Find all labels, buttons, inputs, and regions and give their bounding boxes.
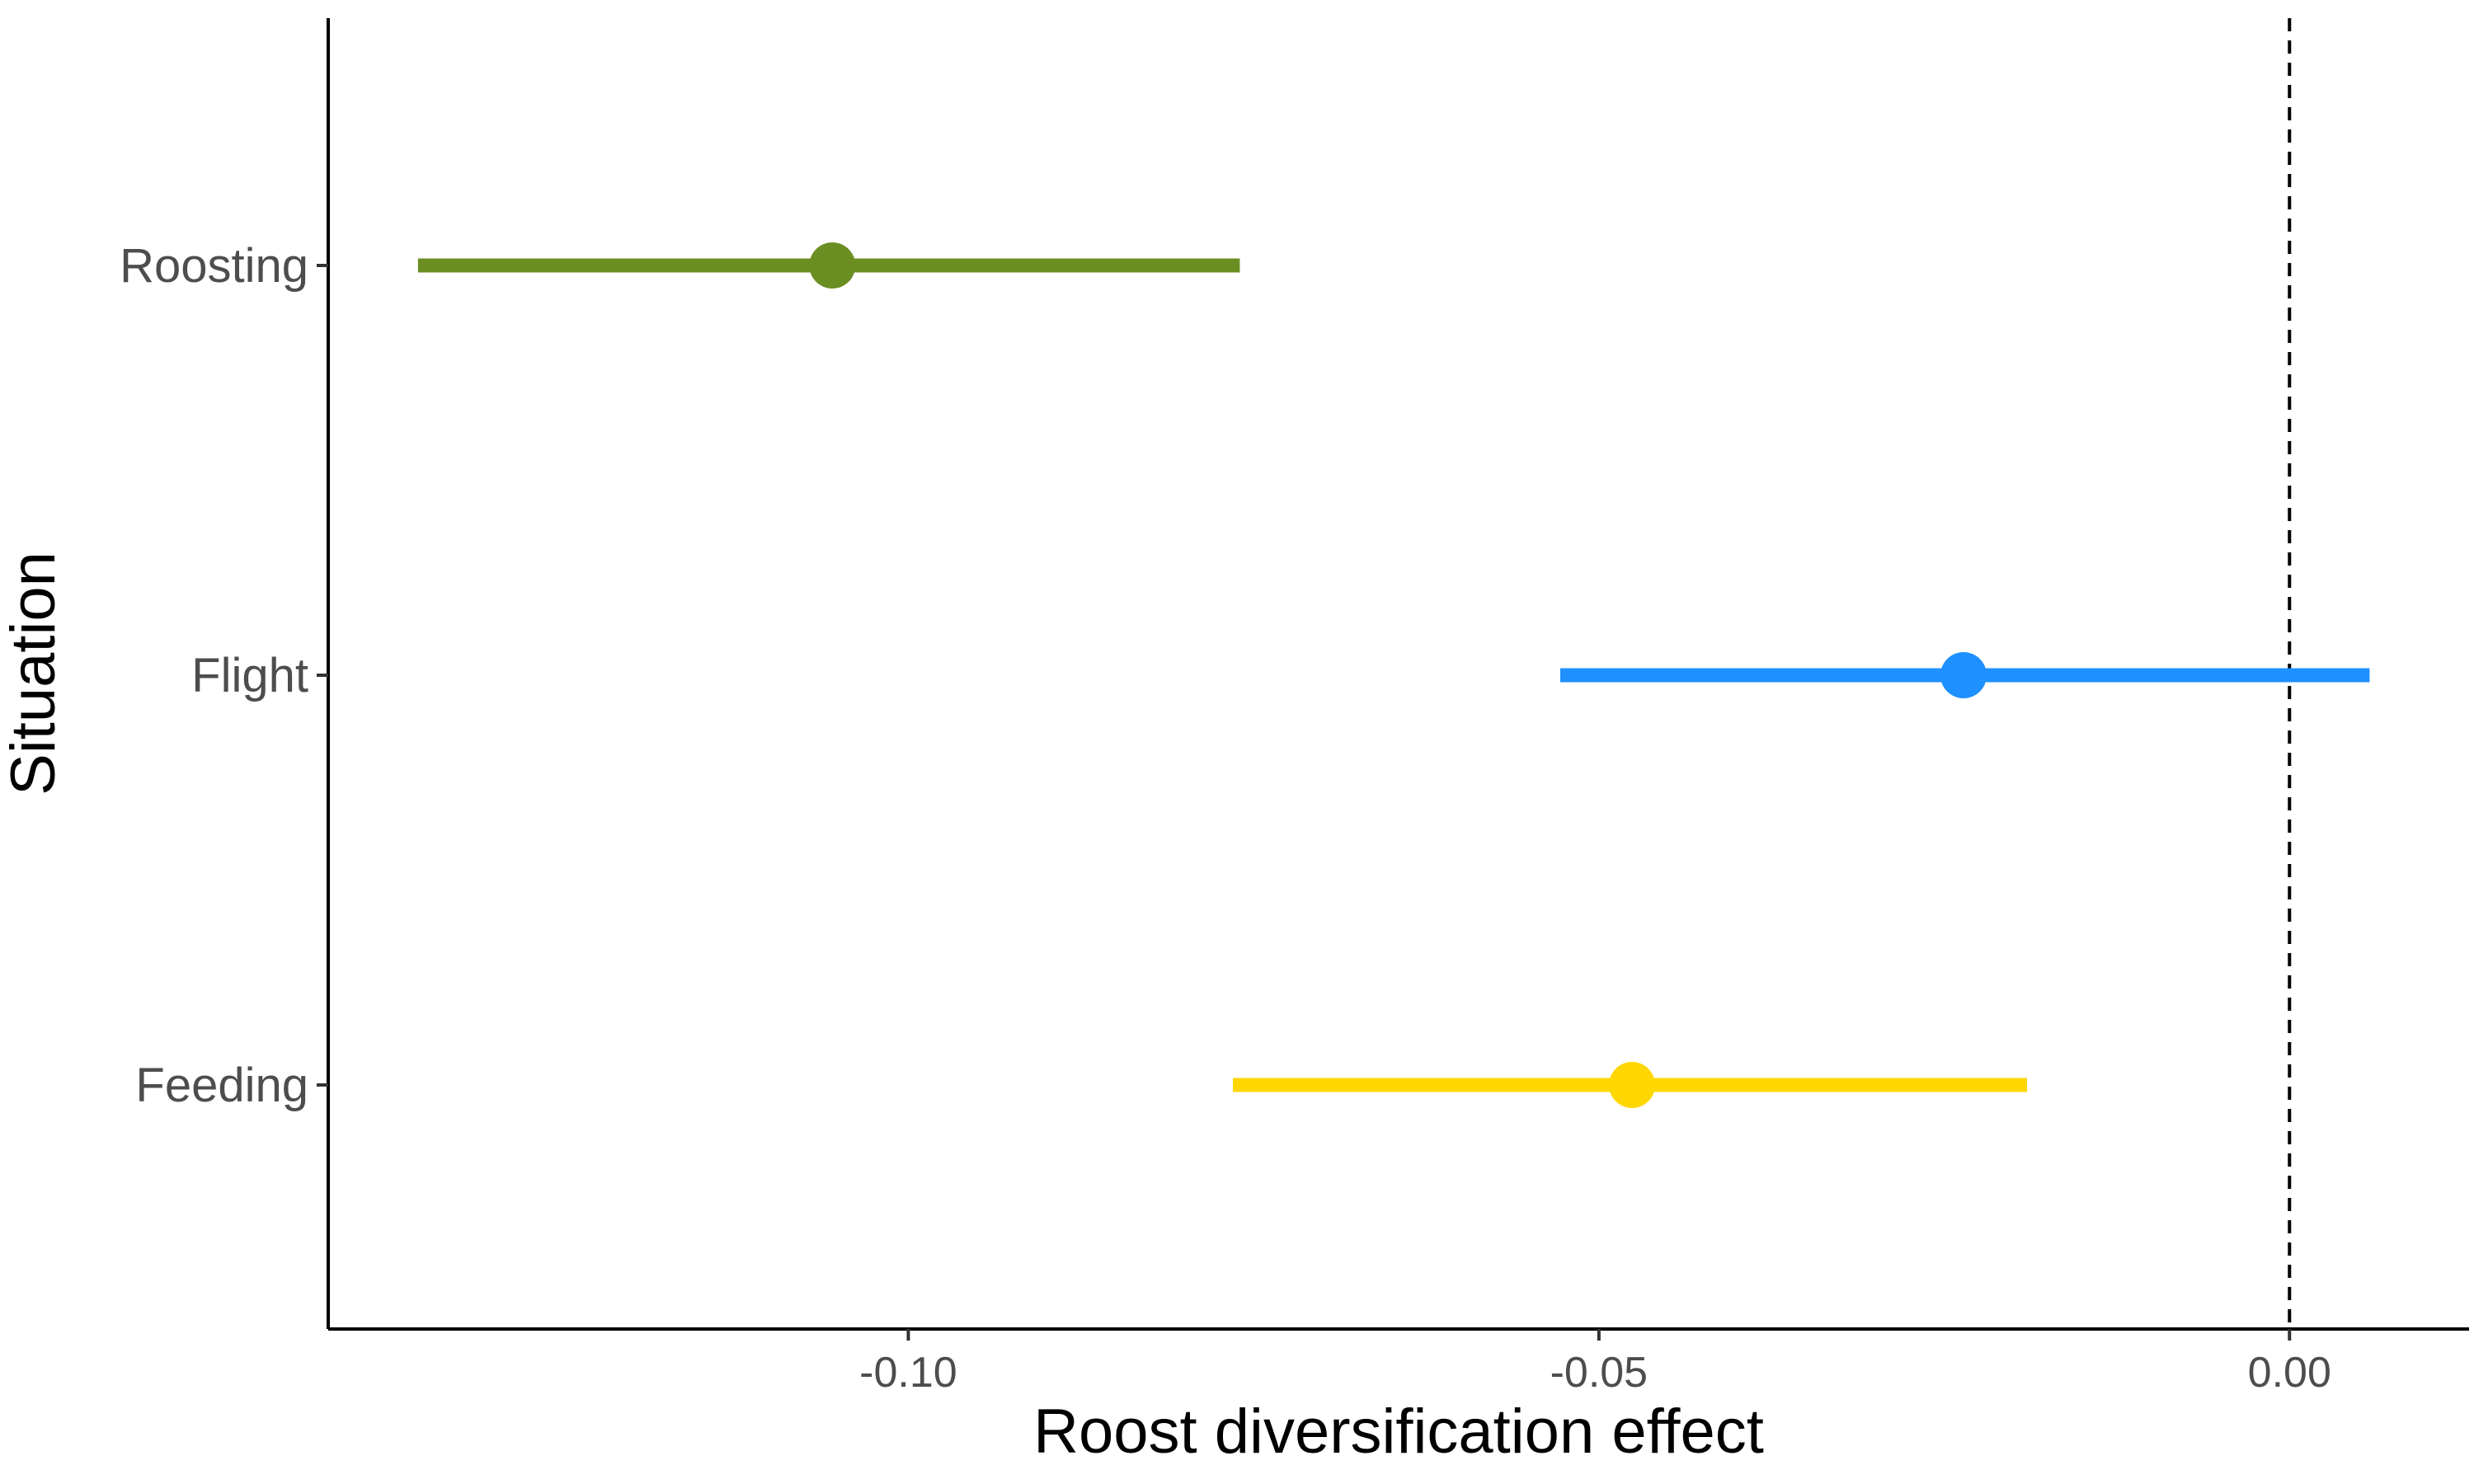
y-tick-label-roosting: Roosting bbox=[120, 239, 308, 293]
y-axis-ticks: Roosting Flight Feeding bbox=[120, 239, 328, 1112]
x-tick-label: -0.05 bbox=[1550, 1349, 1649, 1397]
y-tick-label-flight: Flight bbox=[191, 649, 308, 702]
x-axis-title: Roost diversification effect bbox=[1033, 1397, 1764, 1467]
x-axis-ticks: -0.10 -0.05 0.00 bbox=[859, 1329, 2331, 1397]
point-feeding bbox=[1609, 1062, 1656, 1108]
plot-area bbox=[417, 18, 2370, 1329]
point-flight bbox=[1940, 652, 1987, 698]
point-roosting bbox=[809, 242, 856, 289]
series-marks bbox=[417, 242, 2370, 1108]
x-tick-label: 0.00 bbox=[2248, 1349, 2331, 1397]
x-tick-label: -0.10 bbox=[859, 1349, 957, 1397]
y-axis-title: Situation bbox=[0, 552, 68, 796]
y-tick-label-feeding: Feeding bbox=[135, 1059, 308, 1112]
